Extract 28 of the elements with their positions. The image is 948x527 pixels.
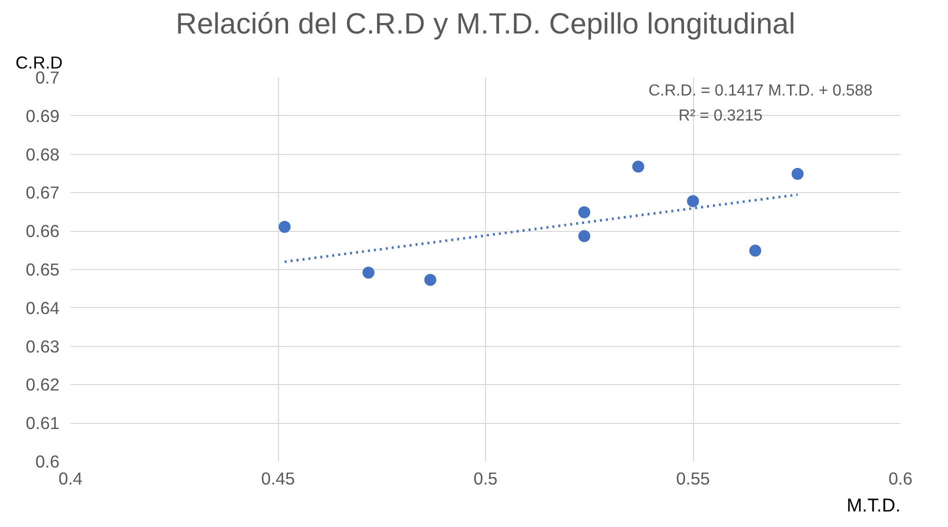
x-tick-label: 0.4 — [58, 468, 83, 488]
y-tick-label: 0.67 — [26, 182, 60, 203]
y-tick-label: 0.68 — [26, 144, 60, 164]
y-tick-label: 0.63 — [26, 336, 60, 356]
chart-title: Relación del C.R.D y M.T.D. Cepillo longitudinal — [176, 8, 796, 40]
y-tick-label: 0.69 — [26, 106, 60, 126]
y-tick-label: 0.64 — [26, 298, 60, 318]
point — [424, 274, 436, 286]
point — [792, 168, 804, 180]
x-tick-label: 0.45 — [261, 468, 295, 488]
x-axis-title: M.T.D. — [846, 494, 901, 516]
point — [362, 266, 374, 279]
y-tick-label: 0.61 — [26, 413, 60, 434]
annotation: R² = 0.3215 — [678, 108, 763, 124]
point — [749, 244, 762, 257]
point — [687, 195, 699, 208]
x-tick-label: 0.55 — [676, 468, 710, 488]
point — [632, 160, 644, 173]
point — [578, 230, 590, 242]
y-tick-label: 0.65 — [26, 260, 60, 280]
point — [578, 206, 590, 218]
y-tick-label: 0.6 — [35, 452, 60, 472]
y-tick-label: 0.62 — [26, 374, 60, 395]
x-tick-label: 0.5 — [473, 468, 498, 488]
x-tick-label: 0.6 — [888, 468, 913, 488]
annotation: C.R.D. = 0.1417 M.T.D. + 0.588 — [648, 82, 873, 100]
y-tick-label: 0.66 — [26, 221, 60, 242]
point — [278, 220, 291, 233]
